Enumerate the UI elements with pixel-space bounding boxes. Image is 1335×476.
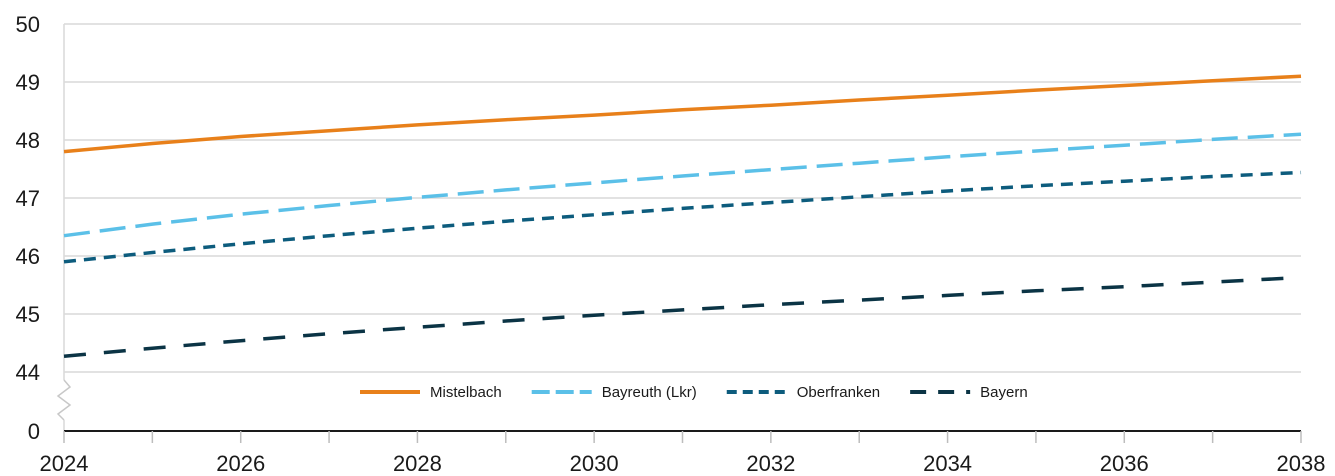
legend-label-bayreuth-lkr-: Bayreuth (Lkr): [602, 384, 697, 401]
series-line-bayern: [63, 275, 1302, 359]
series-line-oberfranken: [63, 170, 1302, 264]
x-tick-label-2036: 2036: [1100, 451, 1149, 476]
x-tick-label-2034: 2034: [923, 451, 972, 476]
y-tick-label-49: 49: [16, 70, 40, 95]
x-tick-label-2024: 2024: [40, 451, 89, 476]
tick-labels: 0 44 45 46 47 48 49 50 2024 2026 2028 2030 2032 2034 2…: [16, 12, 1326, 476]
y-tick-label-46: 46: [16, 244, 40, 269]
legend-label-bayern: Bayern: [980, 384, 1028, 401]
y-tick-label-48: 48: [16, 128, 40, 153]
legend-label-mistelbach: Mistelbach: [430, 384, 502, 401]
axes: [56, 24, 1302, 443]
y-tick-label-0: 0: [28, 419, 40, 444]
series-line-bayreuth-lkr-: [63, 132, 1302, 238]
x-tick-label-2038: 2038: [1277, 451, 1326, 476]
y-tick-label-45: 45: [16, 302, 40, 327]
data-series: [63, 74, 1302, 359]
series-line-mistelbach: [63, 74, 1302, 154]
x-tick-label-2032: 2032: [746, 451, 795, 476]
legend: Mistelbach Bayreuth (Lkr) Oberfranken Bayer…: [360, 384, 1028, 401]
x-tick-label-2028: 2028: [393, 451, 442, 476]
legend-label-oberfranken: Oberfranken: [797, 384, 880, 401]
y-tick-label-50: 50: [16, 12, 40, 37]
y-tick-label-44: 44: [16, 360, 40, 385]
y-axis-break-icon: [56, 379, 72, 421]
x-tick-label-2026: 2026: [216, 451, 265, 476]
grid-lines: [64, 23, 1301, 373]
y-tick-label-47: 47: [16, 186, 40, 211]
x-tick-label-2030: 2030: [570, 451, 619, 476]
